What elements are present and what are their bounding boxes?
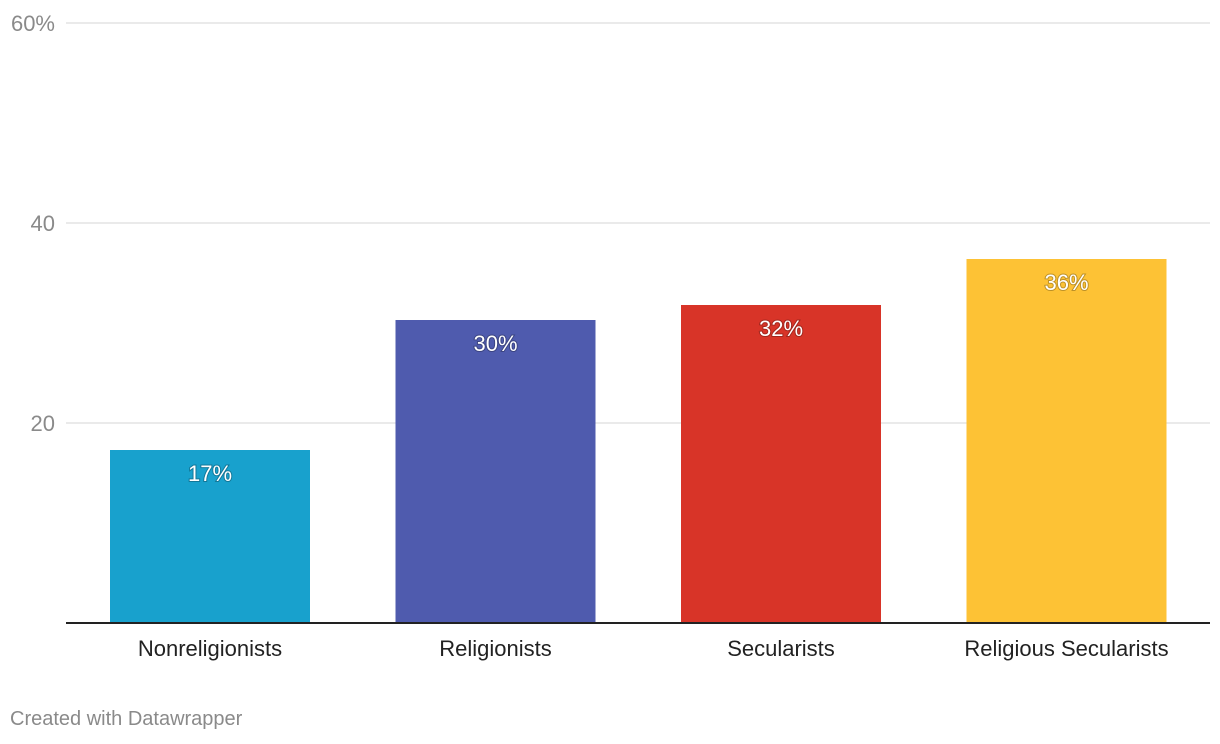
category-label: Nonreligionists [138, 636, 282, 661]
datawrapper-credit[interactable]: Created with Datawrapper [10, 708, 243, 730]
value-labels: 17% 30% 32% 36% [187, 269, 1090, 487]
bar [110, 450, 310, 623]
bar-value-label: 36% [1044, 270, 1088, 295]
bar-value-label: 30% [473, 331, 517, 356]
bar-value-label: 32% [759, 316, 803, 341]
y-axis-ticks: 20 40 60% [11, 11, 55, 436]
y-tick-label: 40 [31, 211, 55, 236]
y-tick-label: 20 [31, 411, 55, 436]
bar [966, 259, 1167, 623]
bar [395, 320, 596, 623]
category-label: Religionists [439, 636, 552, 661]
category-label: Secularists [727, 636, 835, 661]
y-tick-label: 60% [11, 11, 55, 36]
bars [110, 259, 1167, 623]
category-label: Religious Secularists [964, 636, 1168, 661]
category-labels: Nonreligionists Religionists Secularists Re… [138, 636, 1169, 661]
bar-value-label: 17% [188, 461, 232, 486]
bar [681, 305, 881, 623]
